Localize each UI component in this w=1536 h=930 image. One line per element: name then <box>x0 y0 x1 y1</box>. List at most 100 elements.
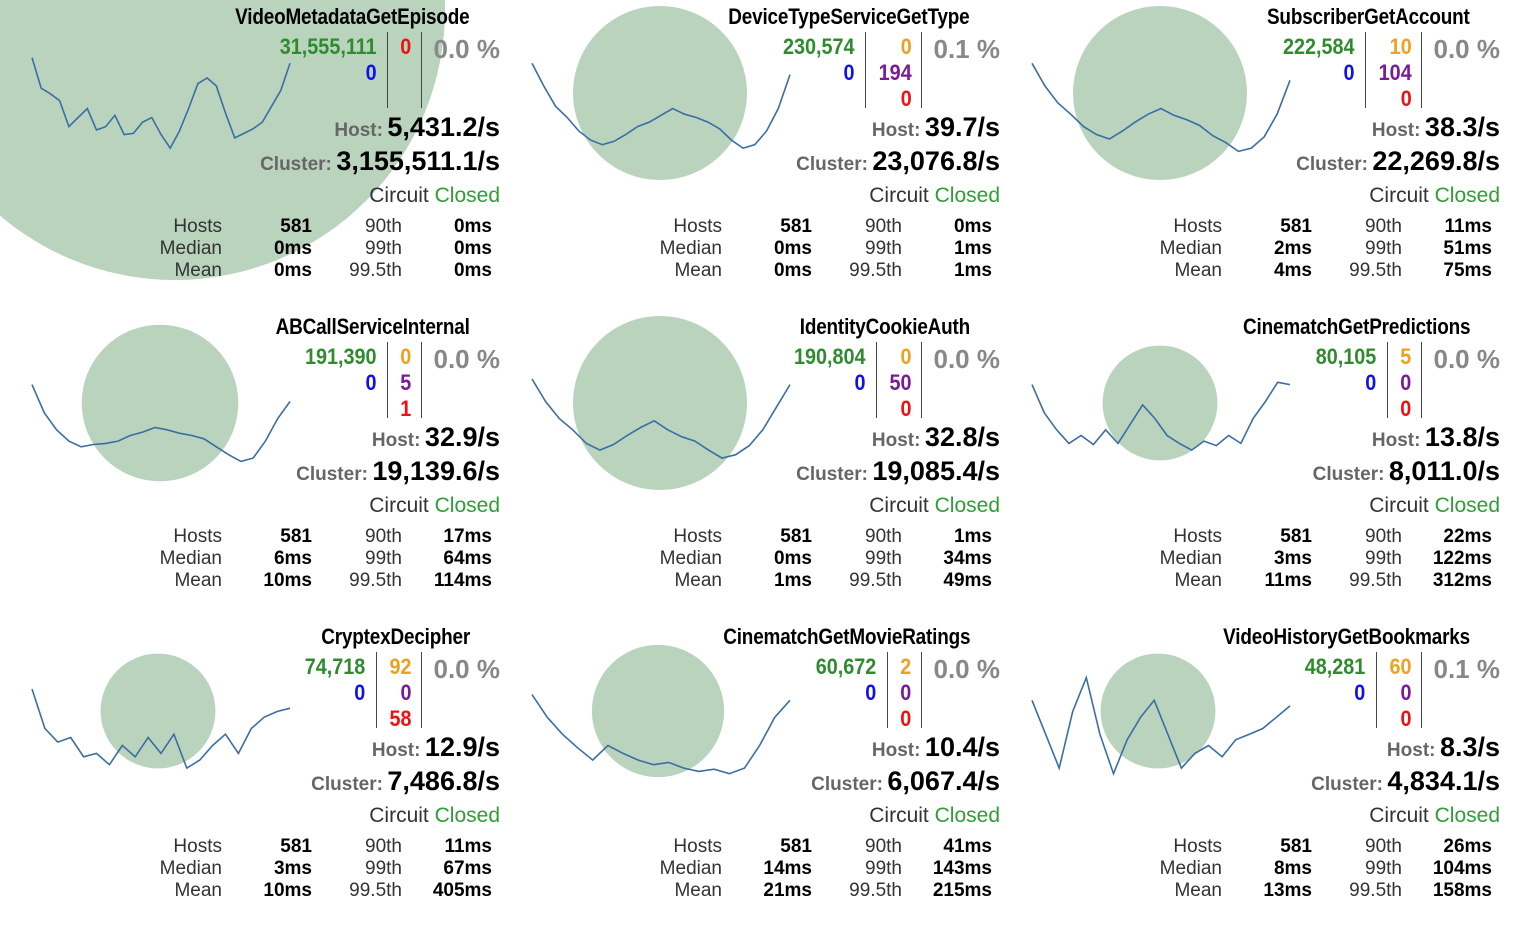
sparkline <box>1031 381 1291 452</box>
p99-value: 34ms <box>943 548 992 569</box>
timeout-count: 0 <box>400 344 412 369</box>
stats-row: Median 0ms 99th 0ms <box>152 238 492 260</box>
hosts-label: Hosts <box>1173 526 1222 547</box>
command-title[interactable]: ABCallServiceInternal <box>275 314 470 339</box>
failure-count: 0 <box>900 396 912 421</box>
cluster-rate-line: Cluster: 22,269.8/s <box>1296 146 1500 177</box>
counts-success-column: 80,105 0 <box>1316 344 1377 396</box>
circuit-status: Closed <box>934 184 1000 207</box>
host-rate-line: Host: 32.8/s <box>872 422 1000 453</box>
median-label: Median <box>659 858 722 879</box>
counts-success-column: 230,574 0 <box>783 34 855 86</box>
divider <box>387 342 389 418</box>
command-title[interactable]: DeviceTypeServiceGetType <box>728 4 970 29</box>
health-circle <box>81 324 239 482</box>
command-panel[interactable]: IdentityCookieAuth 190,804 0 0 50 0 0.0 % … <box>500 310 1000 620</box>
command-title[interactable]: VideoMetadataGetEpisode <box>235 4 471 29</box>
p90-value: 11ms <box>444 836 492 857</box>
command-title[interactable]: VideoHistoryGetBookmarks <box>1223 624 1470 649</box>
p995-value: 405ms <box>432 880 492 901</box>
p99-value: 0ms <box>453 238 492 259</box>
hosts-label: Hosts <box>173 836 222 857</box>
error-rate: 0.1 % <box>1433 654 1501 684</box>
hosts-value: 581 <box>780 836 812 857</box>
failure-count: 1 <box>400 396 412 421</box>
stats-row: Median 3ms 99th 67ms <box>152 858 492 880</box>
host-rate-line: Host: 38.3/s <box>1372 112 1500 143</box>
divider <box>420 652 422 728</box>
command-title[interactable]: CryptexDecipher <box>321 624 470 649</box>
short-circuited-count: 0 <box>854 370 866 395</box>
health-circle <box>100 653 216 769</box>
p99-label: 99th <box>365 548 402 569</box>
cluster-label: Cluster: <box>796 154 868 175</box>
host-rate-line: Host: 10.4/s <box>872 732 1000 763</box>
p99-label: 99th <box>865 238 902 259</box>
median-value: 3ms <box>273 858 312 879</box>
latency-stats: Hosts 581 90th 0ms Median 0ms 99th 0ms Mean 0ms… <box>152 216 492 282</box>
divider <box>920 652 922 728</box>
command-title[interactable]: CinematchGetPredictions <box>1242 314 1471 339</box>
hosts-value: 581 <box>280 216 312 237</box>
mean-value: 13ms <box>1263 880 1312 901</box>
cluster-rate: 19,139.6/s <box>372 456 500 486</box>
command-title[interactable]: SubscriberGetAccount <box>1267 4 1470 29</box>
mean-value: 0ms <box>773 260 812 281</box>
short-circuited-count: 0 <box>1365 370 1377 395</box>
stats-row: Mean 0ms 99.5th 1ms <box>652 260 992 282</box>
hosts-label: Hosts <box>673 216 722 237</box>
circuit-status: Closed <box>934 494 1000 517</box>
p90-label: 90th <box>865 216 902 237</box>
circuit-status: Closed <box>1434 804 1500 827</box>
divider <box>1420 652 1422 728</box>
divider <box>420 32 422 108</box>
panel-chart <box>0 0 445 280</box>
latency-stats: Hosts 581 90th 11ms Median 3ms 99th 67ms Mean 1… <box>152 836 492 902</box>
cluster-label: Cluster: <box>1311 774 1383 795</box>
counts-success-column: 74,718 0 <box>305 654 366 706</box>
circuit-status: Closed <box>434 494 500 517</box>
host-label: Host: <box>871 120 921 141</box>
rejected-count: 194 <box>878 60 912 85</box>
circuit-line: Circuit Closed <box>1369 494 1500 518</box>
p90-label: 90th <box>865 526 902 547</box>
host-rate-line: Host: 39.7/s <box>872 112 1000 143</box>
latency-stats: Hosts 581 90th 22ms Median 3ms 99th 122ms Mean… <box>1152 526 1492 592</box>
p99-label: 99th <box>865 548 902 569</box>
p995-label: 99.5th <box>849 570 902 591</box>
p90-label: 90th <box>865 836 902 857</box>
stats-row: Hosts 581 90th 0ms <box>652 216 992 238</box>
p995-value: 0ms <box>453 260 492 281</box>
p99-value: 122ms <box>1432 548 1492 569</box>
command-panel[interactable]: CryptexDecipher 74,718 0 92 0 58 0.0 % Hos… <box>0 620 500 930</box>
hosts-label: Hosts <box>1173 216 1222 237</box>
divider <box>420 342 422 418</box>
counts-error-column: 92 0 58 <box>389 654 411 732</box>
timeout-count: 10 <box>1389 34 1412 59</box>
mean-value: 0ms <box>273 260 312 281</box>
short-circuited-count: 0 <box>843 60 855 85</box>
median-value: 2ms <box>1273 238 1312 259</box>
command-title[interactable]: IdentityCookieAuth <box>799 314 971 339</box>
p90-label: 90th <box>365 526 402 547</box>
counts-success-column: 48,281 0 <box>1305 654 1366 706</box>
health-circle <box>1102 345 1218 461</box>
command-panel[interactable]: DeviceTypeServiceGetType 230,574 0 0 194 0… <box>500 0 1000 310</box>
success-count: 191,390 <box>304 344 377 369</box>
command-title[interactable]: CinematchGetMovieRatings <box>722 624 970 649</box>
cluster-rate: 3,155,511.1/s <box>336 146 500 176</box>
p995-value: 49ms <box>943 570 992 591</box>
command-panel[interactable]: SubscriberGetAccount 222,584 0 10 104 0 0.… <box>1000 0 1500 310</box>
median-value: 6ms <box>273 548 312 569</box>
circuit-line: Circuit Closed <box>369 184 500 208</box>
command-panel[interactable]: VideoMetadataGetEpisode 31,555,111 0 0 0… <box>0 0 500 310</box>
sparkline <box>31 384 291 463</box>
command-panel[interactable]: VideoHistoryGetBookmarks 48,281 0 60 0 0 0… <box>1000 620 1500 930</box>
health-circle <box>1073 6 1247 180</box>
success-count: 80,105 <box>1315 344 1377 369</box>
